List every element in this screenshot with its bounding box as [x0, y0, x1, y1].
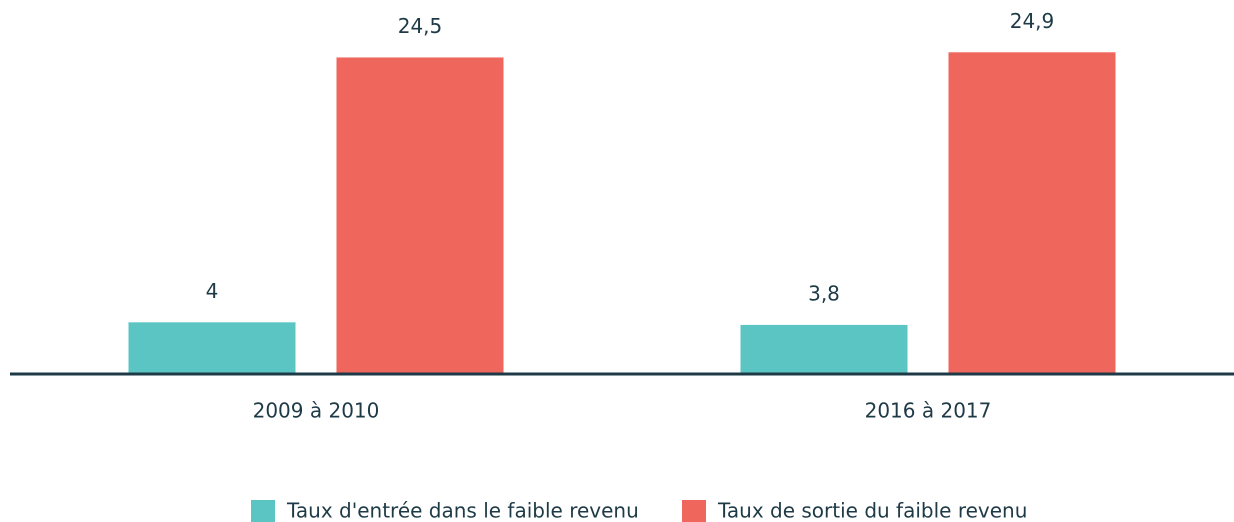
bar — [336, 57, 504, 375]
value-label: 4 — [206, 279, 219, 303]
legend-swatch — [682, 500, 706, 522]
x-tick-label: 2016 à 2017 — [865, 399, 992, 423]
bar — [128, 322, 296, 374]
value-label: 24,5 — [398, 14, 443, 38]
bar — [948, 52, 1116, 375]
legend-label: Taux de sortie du faible revenu — [717, 499, 1027, 522]
value-label: 24,9 — [1010, 9, 1055, 33]
legend-swatch — [251, 500, 275, 522]
value-label: 3,8 — [808, 281, 840, 305]
x-tick-label: 2009 à 2010 — [253, 399, 380, 423]
legend-label: Taux d'entrée dans le faible revenu — [286, 499, 639, 522]
bar — [740, 324, 908, 374]
